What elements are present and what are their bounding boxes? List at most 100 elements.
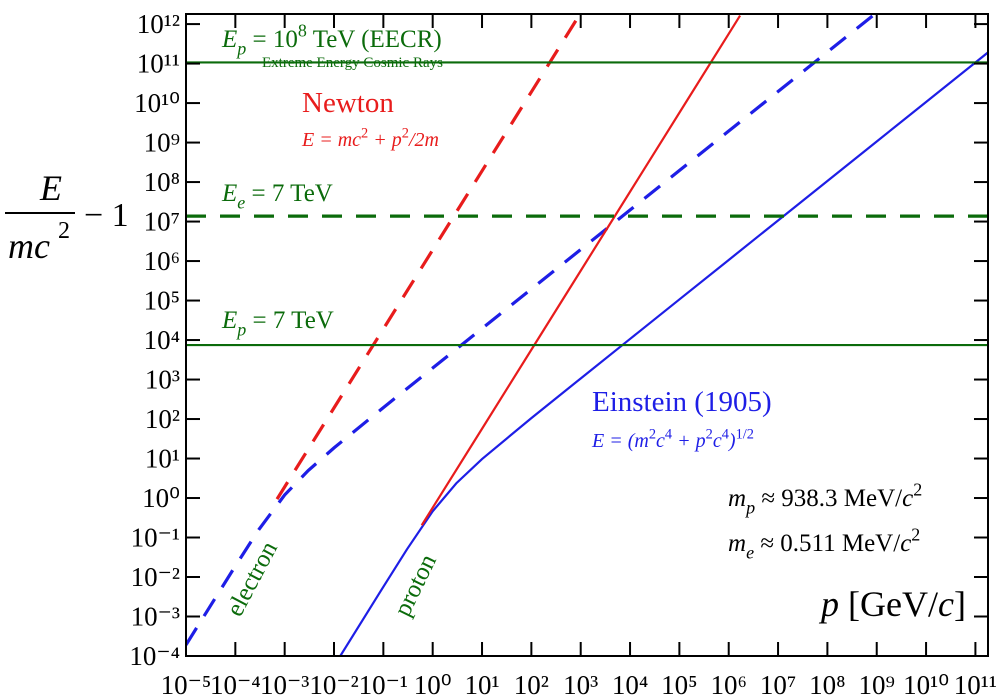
y-tick-label: 10⁹ <box>144 128 180 158</box>
annotation-part: p <box>235 39 246 59</box>
annotation-part: 1/2 <box>736 427 754 443</box>
x-tick-label: 10⁵ <box>661 670 697 700</box>
x-tick-label: 10⁻² <box>309 670 358 700</box>
x-tick-label: 10¹ <box>464 670 499 700</box>
annotation-part: Newton <box>302 87 394 119</box>
y-tick-label: 10⁰ <box>142 483 180 513</box>
annotation-part: 2 <box>706 427 713 443</box>
annotation-part: + p <box>672 430 706 452</box>
annotation-part: = 7 TeV <box>246 307 334 334</box>
y-tick-label: 10⁵ <box>144 286 180 316</box>
x-tick-label: 10⁸ <box>809 670 845 700</box>
annotation: proton <box>389 550 442 621</box>
y-tick-label: 10³ <box>145 365 180 395</box>
annotation-part: c <box>900 530 911 557</box>
annotation-part: E <box>221 307 237 334</box>
annotation-part: E = mc <box>301 129 361 151</box>
y-tick-label: 10⁸ <box>144 167 180 197</box>
annotation-part: p <box>235 320 246 340</box>
annotation-part: 2 <box>361 126 368 142</box>
annotation: Newton <box>302 87 394 119</box>
plot-frame <box>185 13 989 657</box>
annotation-part: E <box>221 26 237 53</box>
annotation: E = (m2c4 + p2c4)1/2 <box>591 427 754 452</box>
plot-lines <box>186 14 988 656</box>
annotation: Einstein (1905) <box>592 386 772 418</box>
annotation-part: e <box>237 193 245 213</box>
annotation-part: c <box>938 584 954 624</box>
annotation-part: m <box>728 530 746 557</box>
annotation-part: 2 <box>649 427 656 443</box>
y-tick-label: 10⁴ <box>144 325 180 355</box>
annotation: p [GeV/c] <box>818 584 966 624</box>
annotation: me ≈ 0.511 MeV/c2 <box>728 525 920 563</box>
y-tick-label: 10⁶ <box>144 246 180 276</box>
x-tick-label: 10³ <box>563 670 598 700</box>
annotation-part: 2 <box>911 525 920 545</box>
annotation-part: 4 <box>665 427 672 443</box>
y-tick-label: 10⁻¹ <box>131 523 180 553</box>
y-tick-label: 10² <box>145 404 180 434</box>
annotation-part: /2m <box>408 129 439 151</box>
y-tick-label: 10¹⁰ <box>134 88 180 118</box>
annotation-part: = 10 <box>246 26 298 53</box>
annotation-part: [GeV/ <box>839 584 938 624</box>
x-tick-label: 10⁻⁵ <box>161 670 212 700</box>
y-tick-label: 10⁻³ <box>131 602 180 632</box>
annotation-part: p <box>818 584 839 624</box>
y-tick-label: 10⁻² <box>131 562 180 592</box>
y-label-denominator: mc <box>8 226 50 266</box>
x-tick-label: 10¹¹ <box>954 670 997 700</box>
annotation: mp ≈ 938.3 MeV/c2 <box>728 480 922 518</box>
y-tick-label: 10⁷ <box>144 207 180 237</box>
annotation-part: 2 <box>402 126 409 142</box>
annotation-part: ] <box>954 584 966 624</box>
annotation-part: = 7 TeV <box>245 180 333 207</box>
annotation: Ep = 7 TeV <box>221 307 334 340</box>
y-tick-label: 10¹² <box>137 9 180 39</box>
y-tick-label: 10¹¹ <box>137 49 180 79</box>
annotation-part: c <box>902 485 913 512</box>
annotation-part: ≈ 938.3 MeV/ <box>755 485 902 512</box>
annotation: E = mc2 + p2/2m <box>301 126 439 151</box>
annotation: Extreme Energy Cosmic Rays <box>262 55 443 71</box>
series-line <box>275 14 581 500</box>
annotation-part: + p <box>368 129 402 151</box>
x-tick-label: 10⁻⁴ <box>210 670 261 700</box>
x-tick-label: 10⁴ <box>612 670 648 700</box>
annotation-part: c <box>713 430 722 452</box>
annotation-part: ) <box>728 430 736 452</box>
x-tick-label: 10⁻³ <box>260 670 309 700</box>
annotation-part: c <box>656 430 665 452</box>
annotation-part: TeV (EECR) <box>307 26 442 53</box>
series-line <box>420 15 742 526</box>
y-tick-label: 10⁻⁴ <box>129 641 180 671</box>
x-tick-label: 10⁷ <box>760 670 796 700</box>
annotation-part: electron <box>221 537 283 621</box>
annotation-part: E <box>221 180 237 207</box>
x-tick-label: 10¹⁰ <box>903 670 949 700</box>
x-tick-label: 10⁶ <box>711 670 747 700</box>
x-tick-label: 10⁹ <box>859 670 895 700</box>
annotation-part: 2 <box>913 480 922 500</box>
annotation-part: 8 <box>298 21 307 41</box>
y-label-exponent: 2 <box>58 218 70 244</box>
y-label-suffix: − 1 <box>84 197 129 234</box>
series-line <box>339 51 988 656</box>
x-tick-label: 10⁰ <box>414 670 452 700</box>
annotation-part: proton <box>389 550 442 621</box>
annotation-part: 4 <box>722 427 729 443</box>
annotation-part: m <box>728 485 746 512</box>
y-tick-label: 10¹ <box>145 444 180 474</box>
x-tick-label: 10² <box>514 670 549 700</box>
y-label-numerator: E <box>39 168 62 208</box>
annotation-part: E = (m <box>591 430 649 452</box>
x-tick-label: 10⁻¹ <box>359 670 408 700</box>
annotation-part: Einstein (1905) <box>592 386 772 418</box>
annotation-part: e <box>746 543 754 563</box>
annotation-part: p <box>744 498 755 518</box>
annotation: Ep = 108 TeV (EECR) <box>221 21 442 59</box>
annotation: Ee = 7 TeV <box>221 180 333 213</box>
annotation: electron <box>221 537 283 621</box>
